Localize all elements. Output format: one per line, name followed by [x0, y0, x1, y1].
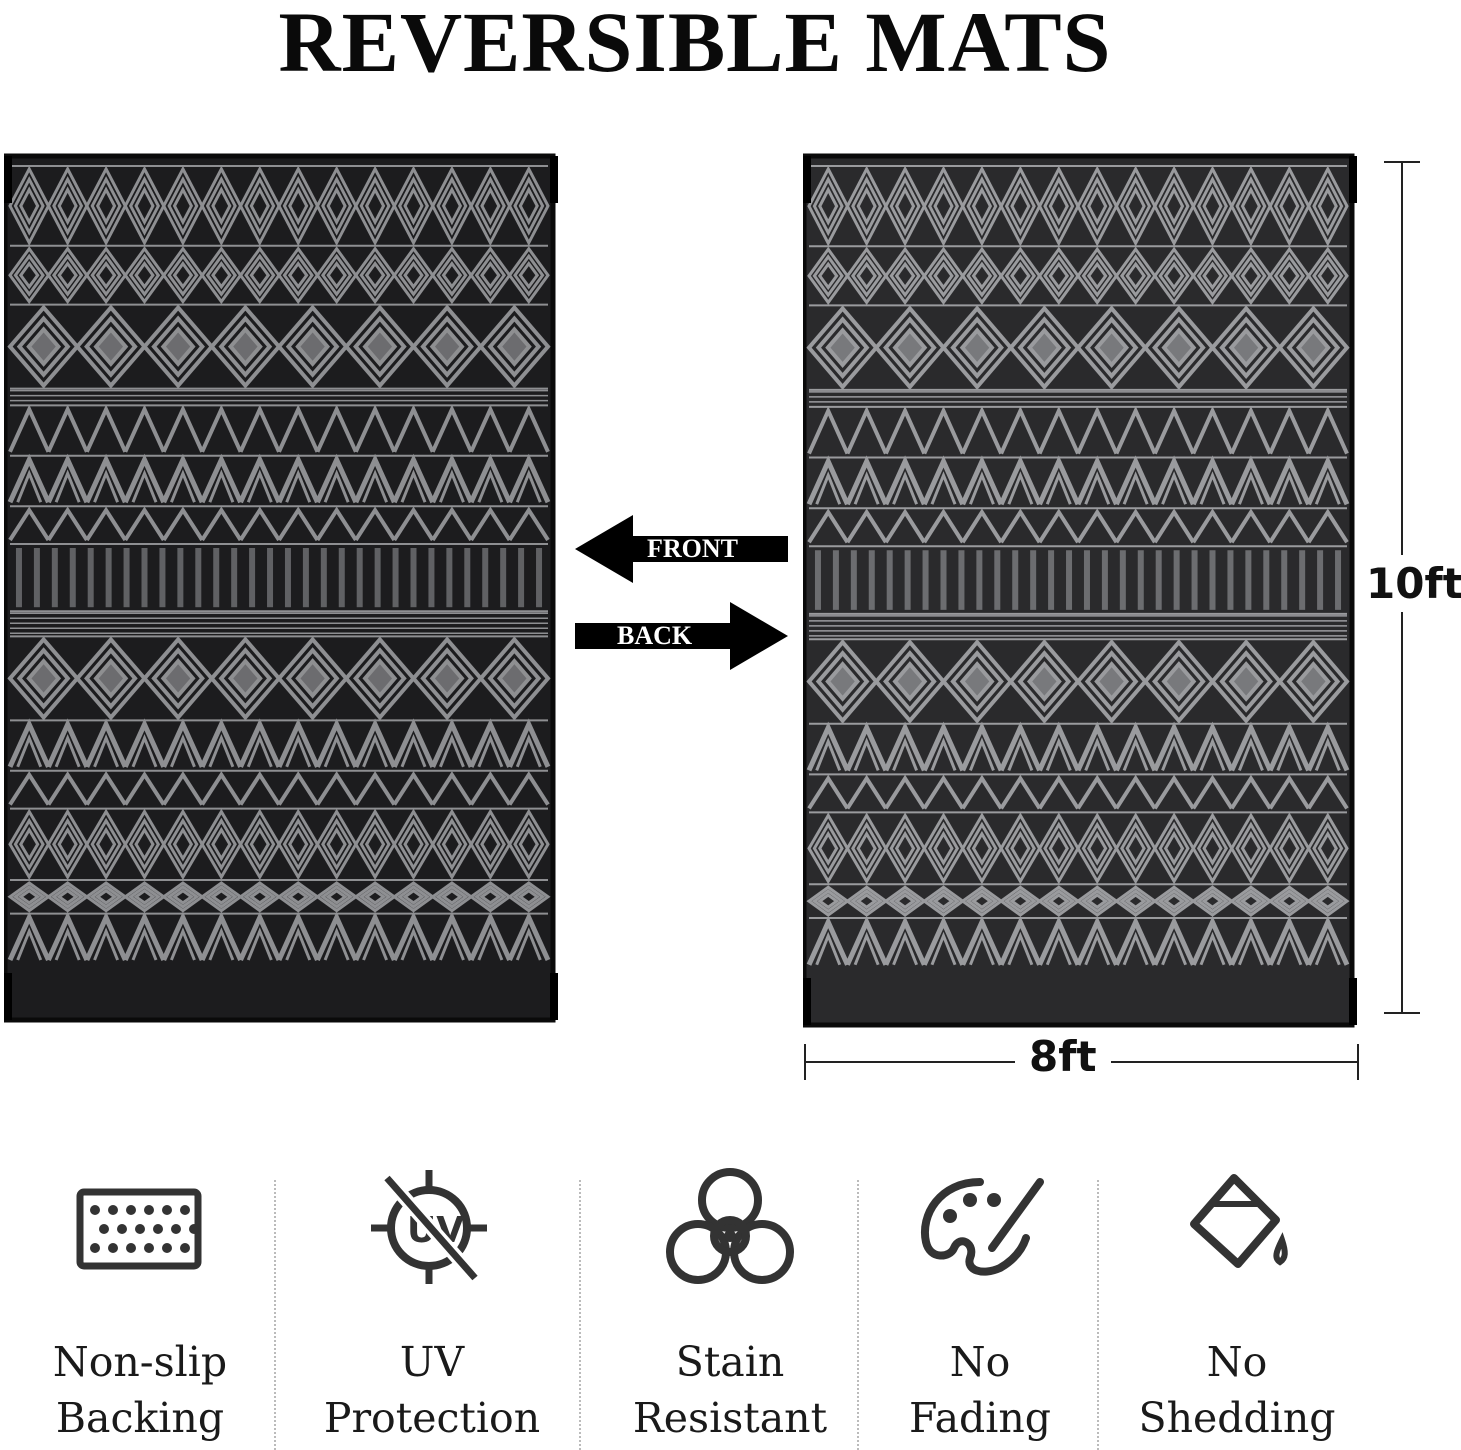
- rug-band: [809, 612, 1347, 637]
- rug-band: [809, 545, 1347, 610]
- length-label: 10ft: [1366, 555, 1461, 612]
- rug-band: [7, 718, 551, 768]
- feature-uv: UV UV Protection: [312, 1160, 552, 1446]
- front-label: FRONT: [647, 534, 738, 563]
- arrow-left-icon: [575, 515, 788, 583]
- arrow-right-icon: [575, 602, 788, 670]
- rug-band: [807, 507, 1349, 544]
- paint-bucket-icon: [1190, 1174, 1288, 1268]
- rug-band: [806, 455, 1350, 506]
- rug-band: [8, 404, 550, 453]
- page-title: REVERSIBLE MATS: [278, 0, 1112, 90]
- rug-band: [8, 244, 550, 305]
- rug-band: [7, 453, 551, 504]
- rug-band: [806, 883, 1350, 917]
- feature-label: Stain: [675, 1338, 785, 1386]
- rug-band: [8, 807, 550, 880]
- rug-back-image: [803, 153, 1357, 1028]
- feature-shedding: No Shedding: [1117, 1160, 1357, 1446]
- width-label: 8ft: [1015, 1032, 1111, 1081]
- feature-label: No: [1206, 1338, 1268, 1386]
- divider: [274, 1180, 276, 1450]
- rug-front-image: [4, 153, 558, 1023]
- rug-band: [8, 769, 550, 806]
- feature-label: Fading: [908, 1394, 1052, 1442]
- rug-band: [807, 245, 1349, 305]
- divider: [579, 1180, 581, 1450]
- rug-band: [7, 879, 551, 913]
- palette-icon: [921, 1178, 1044, 1276]
- feature-label: No: [949, 1338, 1011, 1386]
- rug-band: [10, 543, 548, 608]
- rug-band: [10, 610, 548, 634]
- rug-band: [806, 721, 1350, 772]
- rug-band: [807, 811, 1349, 885]
- rug-band: [806, 304, 1350, 390]
- rug-band: [7, 635, 551, 721]
- divider: [1097, 1180, 1099, 1450]
- rug-band: [809, 388, 1347, 403]
- rug-band: [807, 405, 1349, 455]
- feature-non-slip: Non-slip Backing: [20, 1160, 260, 1446]
- uv-protection-icon: UV: [371, 1170, 487, 1284]
- back-label: BACK: [617, 621, 693, 650]
- rug-band: [806, 638, 1350, 724]
- rug-band: [8, 165, 550, 247]
- rug-band: [807, 165, 1349, 247]
- feature-label: Resistant: [632, 1394, 828, 1442]
- feature-stain: Stain Resistant: [610, 1160, 850, 1446]
- rug-band: [807, 773, 1349, 810]
- non-slip-backing-icon: [76, 1188, 202, 1270]
- rug-band: [806, 915, 1350, 966]
- rug-band: [8, 505, 550, 542]
- feature-fading: No Fading: [860, 1160, 1100, 1446]
- feature-label: Backing: [55, 1394, 225, 1442]
- rug-band: [10, 387, 548, 402]
- feature-label: Shedding: [1138, 1394, 1336, 1442]
- feature-label: Protection: [323, 1394, 541, 1442]
- back-arrow: BACK: [575, 602, 790, 670]
- front-arrow: FRONT: [575, 515, 790, 583]
- feature-label: UV: [399, 1338, 465, 1386]
- biohazard-icon: [666, 1168, 794, 1284]
- feature-label: Non-slip: [52, 1338, 228, 1386]
- rug-band: [7, 303, 551, 389]
- rug-band: [7, 911, 551, 962]
- divider: [857, 1180, 859, 1450]
